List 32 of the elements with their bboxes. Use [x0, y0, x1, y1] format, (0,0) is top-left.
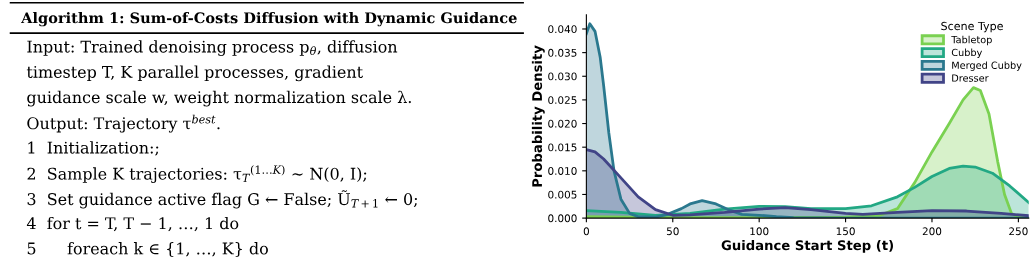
text: Output: Trajectory τ$^{best}$. [27, 114, 220, 133]
x-tick-label: 0 [583, 227, 589, 236]
legend-label: Dresser [952, 74, 989, 82]
x-axis-title: Guidance Start Step (t) [721, 239, 893, 253]
y-tick-label: 0.000 [548, 214, 577, 223]
x-tick-label: 150 [836, 227, 855, 236]
y-tick-label: 0.015 [548, 143, 577, 152]
y-tick-label: 0.025 [548, 96, 577, 105]
text: timestep T, K parallel processes, gradient [26, 65, 363, 82]
text: 5 foreach k ∈ {1, …, K} do [27, 242, 268, 257]
y-axis-title: Probability Density [531, 45, 545, 187]
text: guidance scale w, weight normalization scale λ. [27, 90, 411, 107]
y-tick-label: 0.030 [548, 72, 577, 81]
x-tick-label: 250 [1009, 227, 1028, 236]
y-tick-label: 0.035 [548, 48, 577, 57]
legend-label: Merged Cubby [952, 61, 1022, 71]
x-tick-label: 100 [750, 227, 769, 236]
legend-label: Tabletop [951, 35, 992, 46]
text: 1 Initialization:; [28, 141, 159, 156]
legend-label: Cubby [951, 48, 983, 58]
text: Input: Trained denoising process p$_{θ}$, diffusion [27, 40, 398, 56]
text: 2 Sample K trajectories: τ$_{T}$$^{(1…K)}$ ∼ N(0, I); [27, 165, 367, 184]
legend-title: Scene Type [941, 21, 1003, 33]
y-tick-label: 0.020 [548, 119, 577, 128]
text: 4 for t = T, T − 1, …, 1 do [26, 216, 239, 232]
text: Algorithm 1: Sum-of-Costs Diffusion with Dynamic Guidance [21, 12, 517, 27]
y-tick-label: 0.040 [548, 25, 577, 34]
x-tick-label: 200 [922, 227, 942, 236]
text: 3 Set guidance active flag G ← False; Ũ$_{T+1}$ ← 0; [27, 190, 417, 209]
x-tick-label: 50 [666, 227, 679, 236]
y-tick-label: 0.005 [548, 190, 577, 199]
y-tick-label: 0.010 [548, 167, 577, 175]
